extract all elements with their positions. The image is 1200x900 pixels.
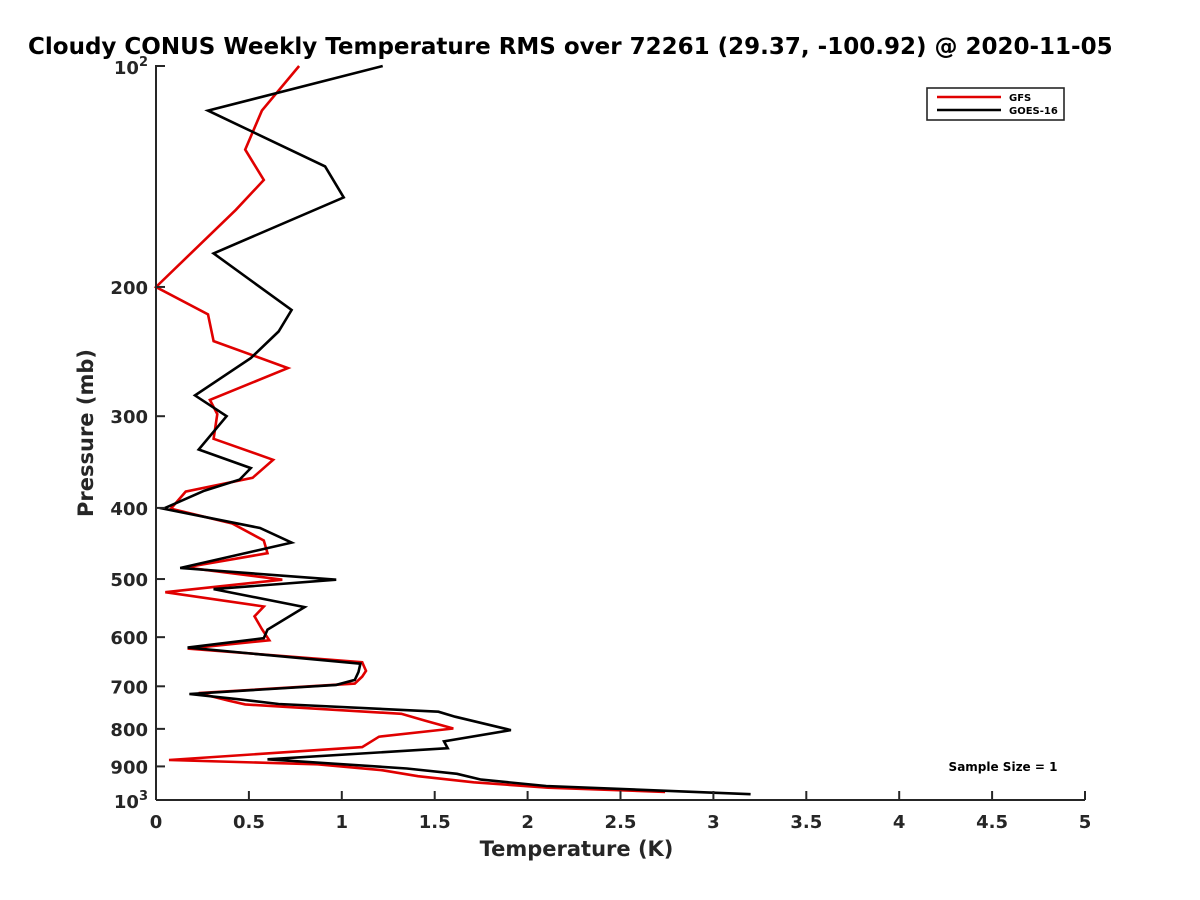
y-tick-label: 600 [110, 628, 148, 649]
x-axis-label: Temperature (K) [480, 837, 674, 861]
y-tick-label: 800 [110, 720, 148, 741]
y-tick-label: 300 [110, 407, 148, 428]
x-tick-label: 2 [521, 812, 534, 833]
legend-label-goes-16: GOES-16 [1009, 106, 1058, 117]
x-tick-label: 1 [336, 812, 349, 833]
x-tick-label: 3 [707, 812, 720, 833]
x-tick-label: 0.5 [233, 812, 265, 833]
sample-size-annotation: Sample Size = 1 [949, 760, 1058, 774]
y-axis-label: Pressure (mb) [74, 349, 98, 517]
y-tick-label: 103 [114, 789, 148, 813]
x-tick-label: 0 [150, 812, 163, 833]
series-layer [153, 64, 751, 796]
y-tick-label: 102 [114, 55, 148, 79]
legend: GFS GOES-16 [926, 87, 1065, 121]
series-line-gfs [153, 65, 666, 794]
legend-box [926, 87, 1065, 121]
y-tick-label: 900 [110, 757, 148, 778]
x-tick-label: 2.5 [605, 812, 637, 833]
x-tick-label: 5 [1079, 812, 1092, 833]
ticks-layer: 0 0.5 1 1.5 2 2.5 3 3.5 4 4.5 5 102 200 300 400 500 600 7… [110, 55, 1091, 833]
series-line-goes-16 [159, 64, 751, 796]
y-tick-label: 200 [110, 278, 148, 299]
y-tick-label: 400 [110, 499, 148, 520]
y-tick-label: 700 [110, 677, 148, 698]
legend-label-gfs: GFS [1009, 93, 1031, 104]
x-tick-label: 4.5 [976, 812, 1008, 833]
chart-title: Cloudy CONUS Weekly Temperature RMS over… [28, 34, 1113, 60]
x-tick-label: 3.5 [790, 812, 822, 833]
x-tick-label: 4 [893, 812, 906, 833]
x-tick-label: 1.5 [419, 812, 451, 833]
y-tick-label: 500 [110, 570, 148, 591]
axes-layer [155, 65, 1085, 801]
